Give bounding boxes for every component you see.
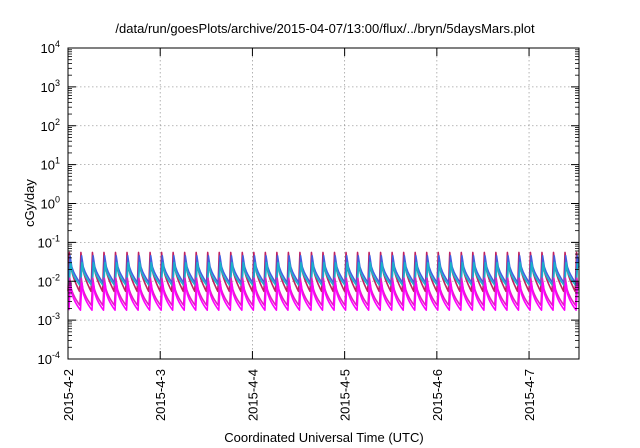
y-tick-label: 104 [41,39,60,56]
y-tick-label: 10-4 [38,350,60,367]
y-axis-label: cGy/day [22,179,37,227]
x-tick-label: 2015-4-6 [430,369,445,421]
chart-title: /data/run/goesPlots/archive/2015-04-07/1… [115,21,535,36]
x-tick-label: 2015-4-3 [153,369,168,421]
series-layer [67,251,580,311]
y-tick-label: 10-2 [38,272,60,289]
y-tick-label: 101 [41,156,60,173]
y-tick-label: 102 [41,117,60,134]
y-tick-label: 10-1 [38,233,60,250]
y-tick-label: 10-3 [38,311,60,328]
y-tick-label: 103 [41,78,60,95]
x-tick-label: 2015-4-7 [522,369,537,421]
ticks [67,47,579,360]
x-tick-label: 2015-4-2 [61,369,76,421]
x-tick-label: 2015-4-5 [338,369,353,421]
series-line-5 [68,282,579,311]
series-line-3 [68,261,579,287]
x-axis-label: Coordinated Universal Time (UTC) [224,430,423,445]
grid [68,48,579,359]
series-line-4 [67,277,580,307]
y-tick-labels: 10-4 10-3 10-2 10-1 100 101 102 103 104 [38,39,60,367]
x-tick-label: 2015-4-4 [245,369,260,421]
y-tick-label: 100 [41,195,60,212]
series-line-2 [67,255,580,284]
x-tick-labels: 2015-4-2 2015-4-3 2015-4-4 2015-4-5 2015-4-6… [61,369,537,421]
